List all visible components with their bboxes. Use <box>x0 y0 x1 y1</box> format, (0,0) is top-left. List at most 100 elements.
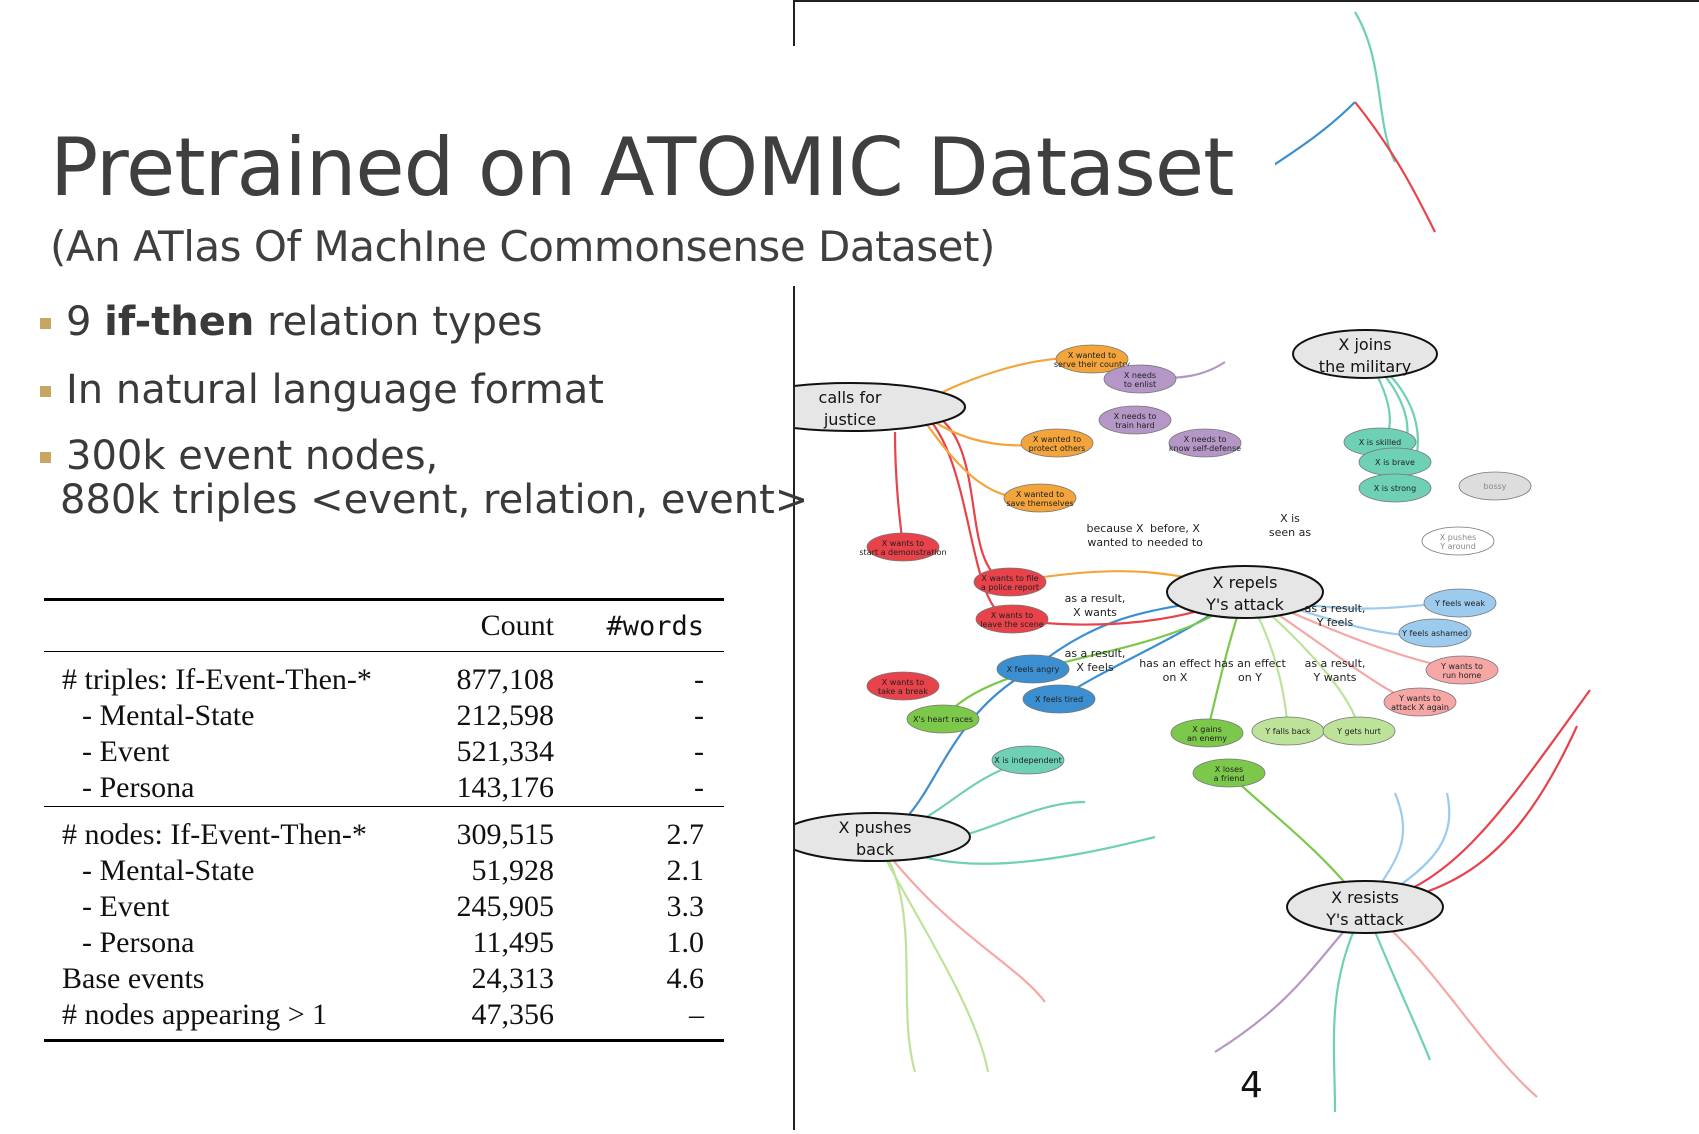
table-row: - Mental-State 51,928 2.1 <box>44 853 724 889</box>
graph-node-shape <box>1020 428 1094 458</box>
bullet-marker-icon <box>40 318 51 329</box>
graph-edge-label: X is <box>1280 512 1300 525</box>
table-row: - Persona 143,176 - <box>44 770 724 807</box>
graph-edge <box>874 836 1046 1003</box>
graph-node-shape <box>991 745 1065 775</box>
graph-node-text: protect others <box>1029 444 1086 453</box>
bullet-marker-icon <box>40 452 51 463</box>
bullet-list: 9 if-then relation types In natural lang… <box>36 300 808 546</box>
graph-node-text: X feels tired <box>1035 695 1083 704</box>
graph-edge <box>874 836 917 1073</box>
bullet-item-format: In natural language format <box>36 368 796 412</box>
graph-main-node-text: X joins <box>1338 335 1391 354</box>
graph-node-shape <box>1423 588 1497 618</box>
graph-main-node: X joins the military <box>1292 329 1438 379</box>
table-cell-label: - Mental-State <box>82 854 255 887</box>
graph-edge-label: X wants <box>1073 606 1117 619</box>
graph-edge <box>1354 11 1396 163</box>
graph-node-text: Y around <box>1439 542 1476 551</box>
graph-node-shape <box>1322 716 1396 746</box>
bullet-text: In natural language format <box>66 367 604 413</box>
slide-number: 4 <box>1240 1065 1263 1106</box>
table-cell-label: # nodes appearing > 1 <box>44 997 424 1042</box>
bullet-bold-text: if-then <box>104 299 255 345</box>
graph-node-text: an enemy <box>1187 734 1227 743</box>
graph-node-text: Y wants to <box>1440 662 1483 671</box>
graph-node-text: X wanted to <box>1068 351 1116 360</box>
graph-main-node-text: back <box>856 840 895 859</box>
graph-edge-label: needed to <box>1147 536 1203 549</box>
graph-node-text: X wanted to <box>1033 435 1081 444</box>
graph-node-text: X loses <box>1215 765 1243 774</box>
graph-main-node: calls for justice <box>795 382 966 432</box>
graph-node-text: Y gets hurt <box>1336 727 1381 736</box>
graph-edge-label: on Y <box>1238 671 1262 684</box>
table-cell-label: # nodes: If-Event-Then-* <box>44 806 424 853</box>
graph-small-node: X is strong <box>1358 473 1432 503</box>
graph-node-shape <box>866 671 940 701</box>
graph-small-node: X is brave <box>1358 447 1432 477</box>
graph-node-text: X wanted to <box>1016 490 1064 499</box>
graph-edge-label: Y wants <box>1313 671 1357 684</box>
graph-node-shape <box>1383 687 1457 717</box>
table-cell-words: - <box>694 735 704 768</box>
table-row: - Mental-State 212,598 - <box>44 698 724 734</box>
graph-node-text: run home <box>1443 671 1482 680</box>
table-cell-count: 245,905 <box>456 890 554 923</box>
graph-node-shape <box>973 567 1047 597</box>
graph-node-shape <box>1421 526 1495 556</box>
graph-main-node-text: Y's attack <box>1325 910 1405 929</box>
table-cell-words: 2.7 <box>573 806 724 853</box>
table-row: Base events 24,313 4.6 <box>44 961 724 997</box>
graph-edge-label: seen as <box>1269 526 1311 539</box>
graph-node-text: train hard <box>1115 421 1154 430</box>
table-cell-words: - <box>694 771 704 804</box>
graph-node-shape <box>975 604 1049 634</box>
graph-node-text: leave the scene <box>980 620 1043 629</box>
graph-node-text: X wants to <box>882 678 925 687</box>
graph-node-text: X wants to <box>991 611 1034 620</box>
graph-main-node-shape <box>795 382 966 432</box>
graph-node-text: X is skilled <box>1359 438 1401 447</box>
bullet-item-relations: 9 if-then relation types <box>36 300 796 344</box>
graph-node-text: Y wants to <box>1398 694 1441 703</box>
table-header-cell <box>44 598 424 652</box>
graph-main-node-text: X repels <box>1213 573 1278 592</box>
graph-node-shape <box>906 704 980 734</box>
graph-node-text: attack X again <box>1391 703 1449 712</box>
graph-node-text: X is strong <box>1374 484 1416 493</box>
graph-small-node: Y feels weak <box>1423 588 1497 618</box>
table-header-words: #words <box>573 598 724 652</box>
graph-edge <box>1354 101 1436 233</box>
graph-edge <box>1364 689 1591 909</box>
graph-node-text: X needs to <box>1114 412 1157 421</box>
graph-edge-label: has an effect <box>1214 657 1286 670</box>
table-row: # triples: If-Event-Then-* 877,108 - <box>44 652 724 699</box>
graph-edge-label: wanted to <box>1087 536 1143 549</box>
graph-edge-label: X feels <box>1076 661 1113 674</box>
graph-main-node-text: the military <box>1319 357 1411 376</box>
table-cell-label: Base events <box>62 962 205 995</box>
graph-node-shape <box>1003 483 1077 513</box>
graph-node-text: X needs <box>1124 371 1156 380</box>
graph-edge <box>1332 906 1366 1113</box>
graph-edge-label: on X <box>1163 671 1188 684</box>
graph-node-shape <box>1358 473 1432 503</box>
table-cell-words: - <box>694 699 704 732</box>
table-header-count: Count <box>424 598 574 652</box>
graph-main-node: X resists Y's attack <box>1286 880 1444 934</box>
table-cell-count: 309,515 <box>424 806 574 853</box>
graph-main-node-text: calls for <box>819 388 882 407</box>
graph-node-text: X gains <box>1192 725 1221 734</box>
graph-node-text: X wants to <box>882 539 925 548</box>
table-cell-count: 212,598 <box>456 699 554 732</box>
graph-node-shape <box>1168 428 1242 458</box>
